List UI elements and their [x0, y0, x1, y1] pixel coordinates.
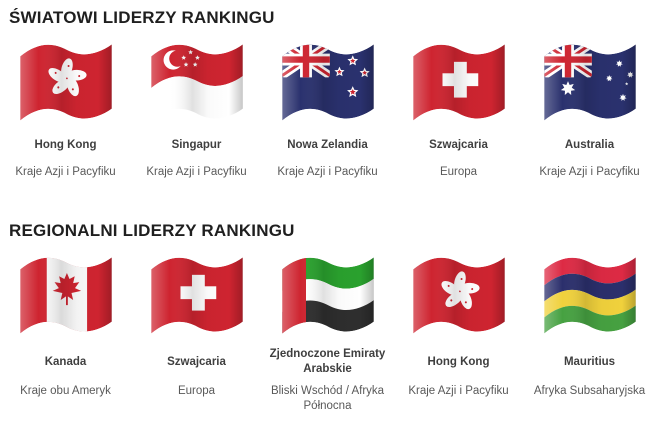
region-name: Kraje Azji i Pacyfiku — [146, 166, 247, 178]
region-name: Kraje Azji i Pacyfiku — [277, 166, 378, 178]
flag-switzerland-icon — [404, 31, 514, 133]
region-name: Bliski Wschód / Afryka Północna — [270, 385, 385, 412]
flag-new-zealand-icon — [273, 31, 383, 133]
flag-hong-kong-icon — [11, 31, 121, 133]
flag-singapore-icon — [142, 31, 252, 133]
flag-switzerland-icon — [142, 244, 252, 346]
world-leaders-section: ŚWIATOWI LIDERZY RANKINGU Hong Kong Kraj… — [0, 8, 655, 191]
regional-leaders-section: REGIONALNI LIDERZY RANKINGU Kanada Kraje… — [0, 221, 655, 418]
region-name: Kraje Azji i Pacyfiku — [408, 385, 509, 397]
region-name: Kraje Azji i Pacyfiku — [539, 166, 640, 178]
country-name: Mauritius — [563, 355, 616, 368]
card-caption: Nowa Zelandia Kraje Azji i Pacyfiku — [269, 133, 385, 191]
country-name: Hong Kong — [427, 355, 490, 368]
world-leaders-title: ŚWIATOWI LIDERZY RANKINGU — [9, 8, 275, 27]
leader-card-mauritius: Mauritius Afryka Subsaharyjska — [524, 244, 655, 418]
region-name: Kraje obu Ameryk — [20, 385, 111, 397]
leader-card-switzerland: Szwajcaria Europa — [393, 31, 524, 191]
card-caption: Hong Kong Kraje Azji i Pacyfiku — [400, 346, 516, 418]
card-caption: Zjednoczone Emiraty Arabskie Bliski Wsch… — [262, 346, 393, 418]
flag-uae-icon — [273, 244, 383, 346]
country-name: Zjednoczone Emiraty Arabskie — [269, 348, 386, 375]
region-name: Europa — [177, 385, 216, 397]
leader-card-uae: Zjednoczone Emiraty Arabskie Bliski Wsch… — [262, 244, 393, 418]
card-caption: Australia Kraje Azji i Pacyfiku — [531, 133, 647, 191]
card-caption: Hong Kong Kraje Azji i Pacyfiku — [7, 133, 123, 191]
card-caption: Kanada Kraje obu Ameryk — [12, 346, 119, 418]
card-caption: Mauritius Afryka Subsaharyjska — [526, 346, 653, 418]
region-name: Europa — [439, 166, 478, 178]
leader-card-canada: Kanada Kraje obu Ameryk — [0, 244, 131, 418]
leader-card-switzerland: Szwajcaria Europa — [131, 244, 262, 418]
leader-card-singapore: Singapur Kraje Azji i Pacyfiku — [131, 31, 262, 191]
world-leaders-cards: Hong Kong Kraje Azji i Pacyfiku Singapur… — [0, 31, 655, 191]
flag-mauritius-icon — [535, 244, 645, 346]
flag-hong-kong-icon — [404, 244, 514, 346]
flag-canada-icon — [11, 244, 121, 346]
country-name: Singapur — [171, 138, 222, 151]
region-name: Kraje Azji i Pacyfiku — [15, 166, 116, 178]
country-name: Kanada — [44, 355, 87, 368]
country-name: Australia — [564, 138, 615, 151]
country-name: Szwajcaria — [429, 138, 488, 151]
leader-card-australia: Australia Kraje Azji i Pacyfiku — [524, 31, 655, 191]
regional-leaders-title: REGIONALNI LIDERZY RANKINGU — [9, 221, 295, 240]
country-name: Nowa Zelandia — [287, 138, 368, 151]
regional-leaders-cards: Kanada Kraje obu Ameryk Szwajcaria Europ… — [0, 244, 655, 418]
country-name: Hong Kong — [34, 138, 97, 151]
country-name: Szwajcaria — [167, 355, 226, 368]
card-caption: Szwajcaria Europa — [162, 346, 231, 418]
leader-card-hong-kong: Hong Kong Kraje Azji i Pacyfiku — [0, 31, 131, 191]
flag-australia-icon — [535, 31, 645, 133]
leader-card-new-zealand: Nowa Zelandia Kraje Azji i Pacyfiku — [262, 31, 393, 191]
card-caption: Szwajcaria Europa — [424, 133, 493, 191]
card-caption: Singapur Kraje Azji i Pacyfiku — [138, 133, 254, 191]
leader-card-hong-kong: Hong Kong Kraje Azji i Pacyfiku — [393, 244, 524, 418]
region-name: Afryka Subsaharyjska — [533, 385, 646, 397]
